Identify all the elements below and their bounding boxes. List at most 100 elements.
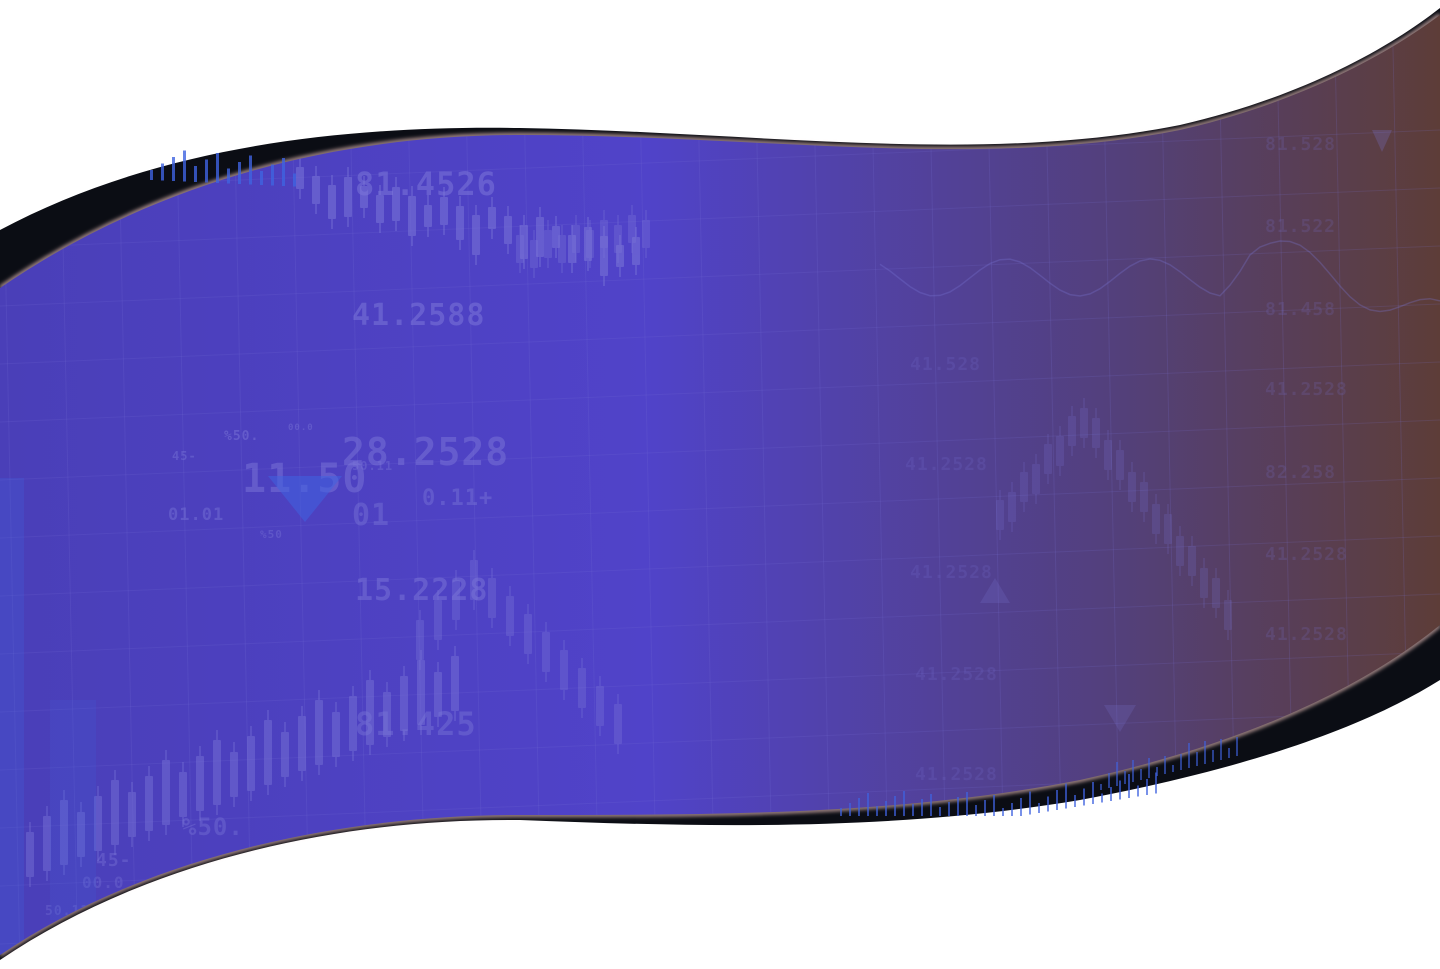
edge-bar: [1011, 803, 1013, 816]
candlestick: [111, 770, 119, 855]
ticker-label-faint: 41.2528: [1265, 544, 1348, 565]
edge-bar: [172, 157, 175, 181]
ticker-label-faint: 41.2528: [915, 664, 998, 685]
candlestick: [162, 750, 170, 835]
candlestick: [26, 822, 34, 887]
edge-bar: [912, 804, 914, 816]
candlestick: [296, 157, 304, 199]
edge-bar: [1204, 741, 1206, 764]
candlestick: [1188, 536, 1196, 586]
edge-bar: [194, 166, 197, 182]
edge-bar: [1038, 803, 1040, 813]
grid-line-vertical: [347, 15, 369, 955]
edge-bar: [1100, 784, 1102, 790]
candlestick: [568, 225, 576, 273]
grid-line-horizontal: [0, 361, 1440, 423]
edge-bar: [939, 807, 941, 816]
candlestick: [632, 227, 640, 275]
grid-line-horizontal: [0, 709, 1440, 771]
candlestick: [488, 197, 496, 239]
edge-bar: [921, 799, 923, 816]
candlestick: [315, 690, 323, 775]
ticker-label: 81.4526: [355, 165, 497, 203]
ticker-label: 41.2588: [352, 298, 485, 333]
edge-bar: [1128, 774, 1130, 798]
edge-bar: [1074, 795, 1076, 807]
candlestick: [434, 590, 442, 650]
candlestick: [996, 490, 1004, 540]
edge-bar: [1164, 756, 1166, 774]
candlestick: [424, 195, 432, 237]
candlestick: [1212, 568, 1220, 618]
candlestick: [360, 176, 368, 218]
grid-line-horizontal: [0, 477, 1440, 539]
edge-bar: [238, 162, 241, 184]
candlestick: [596, 676, 604, 736]
down-arrow-icon: [1372, 130, 1392, 152]
edge-bar: [1140, 769, 1142, 780]
candlestick: [281, 722, 289, 787]
ticker-label: 45-: [172, 449, 197, 463]
grid-line-vertical: [405, 15, 427, 955]
up-arrow-icon: [980, 578, 1010, 603]
candlestick: [196, 746, 204, 821]
ticker-label: 50.11: [352, 459, 393, 473]
candlestick: [434, 662, 442, 727]
wave-gradient-body: [0, 15, 1440, 955]
candlestick: [470, 550, 478, 610]
edge-bar: [930, 794, 932, 816]
ticker-label: 01: [352, 498, 390, 533]
edge-bar: [1124, 771, 1126, 784]
candlestick: [1140, 472, 1148, 522]
grid-line-horizontal: [0, 535, 1440, 597]
edge-bar-spikes: [150, 150, 1238, 816]
edge-bar: [271, 164, 274, 186]
candlestick: [516, 225, 524, 273]
edge-bar: [1056, 790, 1058, 810]
candlestick: [383, 682, 391, 747]
edge-bar: [1220, 739, 1222, 760]
candlestick: [616, 235, 624, 277]
ticker-labels: 81.452641.2588%50.00.045-11.5028.252801.…: [45, 134, 1348, 919]
ticker-label-faint: 41.2528: [910, 562, 993, 583]
edge-bar: [161, 163, 164, 181]
candlestick: [213, 730, 221, 815]
grid-line-horizontal: [0, 245, 1440, 307]
ticker-label-faint: 81.522: [1265, 216, 1336, 237]
line-chart: [879, 240, 1440, 313]
candlestick: [417, 650, 425, 735]
candlestick: [145, 766, 153, 841]
edge-bar: [216, 153, 219, 183]
candlestick: [600, 226, 608, 286]
candlestick: [524, 604, 532, 664]
candlestick: [558, 225, 566, 273]
edge-bar: [885, 801, 887, 816]
candlestick: [298, 706, 306, 781]
ticker-label: %50.: [224, 429, 259, 444]
candlestick: [1176, 526, 1184, 576]
ticker-label: 0.11+: [422, 486, 493, 511]
edge-bar: [894, 796, 896, 816]
edge-bar: [1108, 773, 1110, 788]
candlestick: [560, 640, 568, 700]
candlestick: [600, 210, 608, 258]
edge-bar: [1110, 787, 1112, 801]
edge-bar: [1116, 762, 1118, 786]
candlestick: [572, 215, 580, 263]
candlestick: [179, 762, 187, 827]
candlestick: [1116, 440, 1124, 490]
grid-line-vertical: [579, 15, 601, 955]
candlestick: [94, 786, 102, 861]
edge-bar: [1020, 798, 1022, 816]
grid-line-vertical: [637, 15, 659, 955]
grid-line-horizontal: [0, 593, 1440, 655]
edge-bar: [840, 808, 842, 816]
edge-bar: [849, 803, 851, 816]
edge-bar: [205, 159, 208, 183]
ticker-label: %50.: [182, 813, 244, 841]
grid-line-horizontal: [0, 303, 1440, 365]
candlestick: [400, 666, 408, 741]
